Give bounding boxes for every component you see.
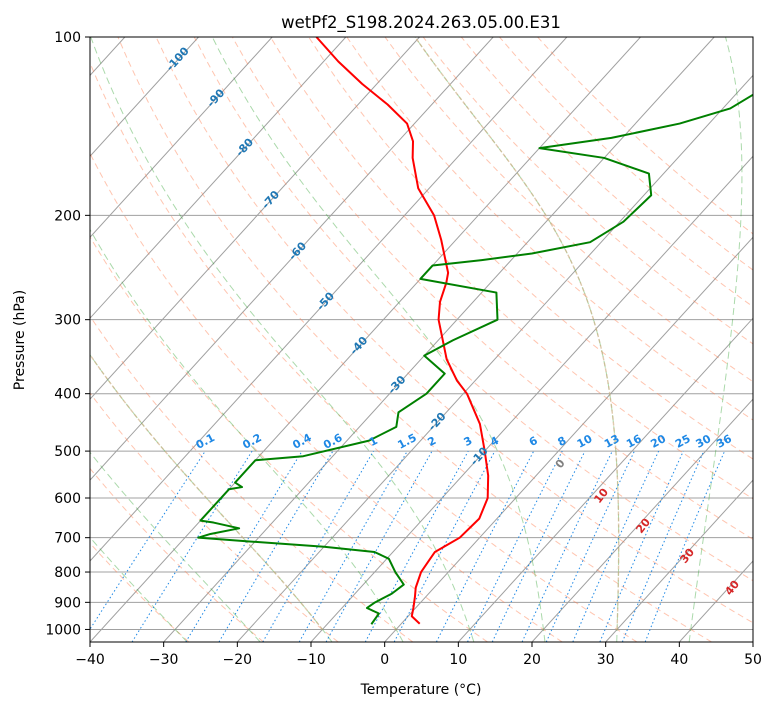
mixing-ratio-line [599, 450, 684, 642]
y-tick-label: 900 [54, 595, 81, 611]
moist-adiabat [414, 37, 620, 642]
x-tick-label: 20 [523, 652, 541, 668]
x-axis-title: Temperature (°C) [360, 682, 482, 698]
temperature-profile-line [315, 37, 490, 625]
x-tick-label: 40 [670, 652, 688, 668]
y-tick-label: 200 [54, 208, 81, 224]
isotherm-line [236, 74, 753, 642]
y-tick-label: 300 [54, 313, 81, 329]
mixing-ratio-line [435, 450, 535, 642]
mixing-ratio-label: 25 [673, 432, 693, 451]
y-tick-label: 500 [54, 444, 81, 460]
isotherm-line [531, 398, 753, 642]
y-tick-label: 100 [54, 30, 81, 46]
y-axis-title: Pressure (hPa) [12, 290, 28, 390]
mixing-ratio-label: 30 [694, 432, 714, 451]
plot-frame [89, 36, 754, 643]
wet-bulb-curve [414, 37, 620, 630]
axes: −40 −30 −20 −10 0 10 20 30 40 50 100 200 300 400 500 60… [45, 30, 762, 668]
dry-adiabat [270, 37, 753, 500]
isotherm-line [605, 479, 753, 642]
x-tick-label: −10 [296, 652, 326, 668]
mixing-ratio-label: 13 [602, 432, 622, 451]
isotherm-line [310, 155, 753, 642]
mixing-ratio-line [131, 450, 253, 642]
mixing-ratio-line [393, 450, 496, 642]
dry-adiabat [346, 37, 753, 421]
dry-adiabat [117, 37, 712, 642]
isotherm-line [90, 37, 494, 481]
mixing-ratio-line [298, 450, 408, 642]
isotherm-line [90, 37, 568, 562]
dry-adiabat [90, 61, 638, 642]
x-tick-label: 10 [449, 652, 467, 668]
plot-layer [90, 37, 753, 642]
x-tick-label: 30 [597, 652, 615, 668]
isotherm-line [90, 37, 641, 642]
dry-adiabat [90, 542, 190, 642]
mixing-ratio-label: 36 [714, 432, 734, 451]
mixing-ratio-line [325, 450, 433, 642]
moist-adiabat [211, 37, 546, 642]
dry-adiabat [90, 235, 488, 642]
isotherm-line [90, 37, 273, 238]
y-tick-label: 700 [54, 531, 81, 547]
isotherm-line [384, 236, 753, 642]
x-tick-label: 0 [380, 652, 389, 668]
y-tick-label: 800 [54, 565, 81, 581]
x-tick-label: 50 [744, 652, 762, 668]
x-tick-label: −40 [75, 652, 105, 668]
x-tick-label: −30 [149, 652, 179, 668]
dry-adiabat [90, 467, 264, 642]
isotherm-line [90, 37, 347, 319]
profile-profile-line [197, 93, 753, 625]
mixing-ratio-line [90, 450, 206, 631]
y-tick-label: 600 [54, 491, 81, 507]
y-tick-label: 400 [54, 387, 81, 403]
mixing-ratio-line [364, 450, 469, 642]
mixing-ratio-line [644, 450, 726, 642]
moist-adiabat [688, 37, 743, 642]
x-tick-label: −20 [223, 652, 253, 668]
mixing-ratio-line [621, 450, 705, 642]
moist-adiabat [90, 536, 188, 642]
dry-adiabat [231, 37, 753, 540]
mixing-ratio-label: 20 [648, 432, 668, 451]
dry-adiabat [193, 37, 753, 582]
wet-bulb-curve [90, 353, 323, 630]
mixing-ratio-line [572, 450, 660, 642]
dry-adiabat [308, 37, 753, 460]
y-tick-label: 1000 [45, 622, 81, 638]
mixing-ratio-label: 16 [624, 432, 644, 451]
moist-adiabat [90, 451, 261, 642]
dry-adiabat [90, 152, 563, 642]
moist-adiabat [90, 37, 475, 642]
mixing-ratio-line [185, 450, 303, 642]
chart-title: wetPf2_S198.2024.263.05.00.E31 [281, 13, 561, 33]
mixing-ratio-label: 10 [575, 432, 595, 451]
isotherm-line [90, 37, 420, 400]
dry-adiabat [155, 37, 753, 624]
mixing-ratio-line [467, 450, 563, 642]
isotherm-line [90, 37, 199, 158]
dry-adiabat [90, 392, 339, 642]
isotherm-line [457, 317, 753, 642]
